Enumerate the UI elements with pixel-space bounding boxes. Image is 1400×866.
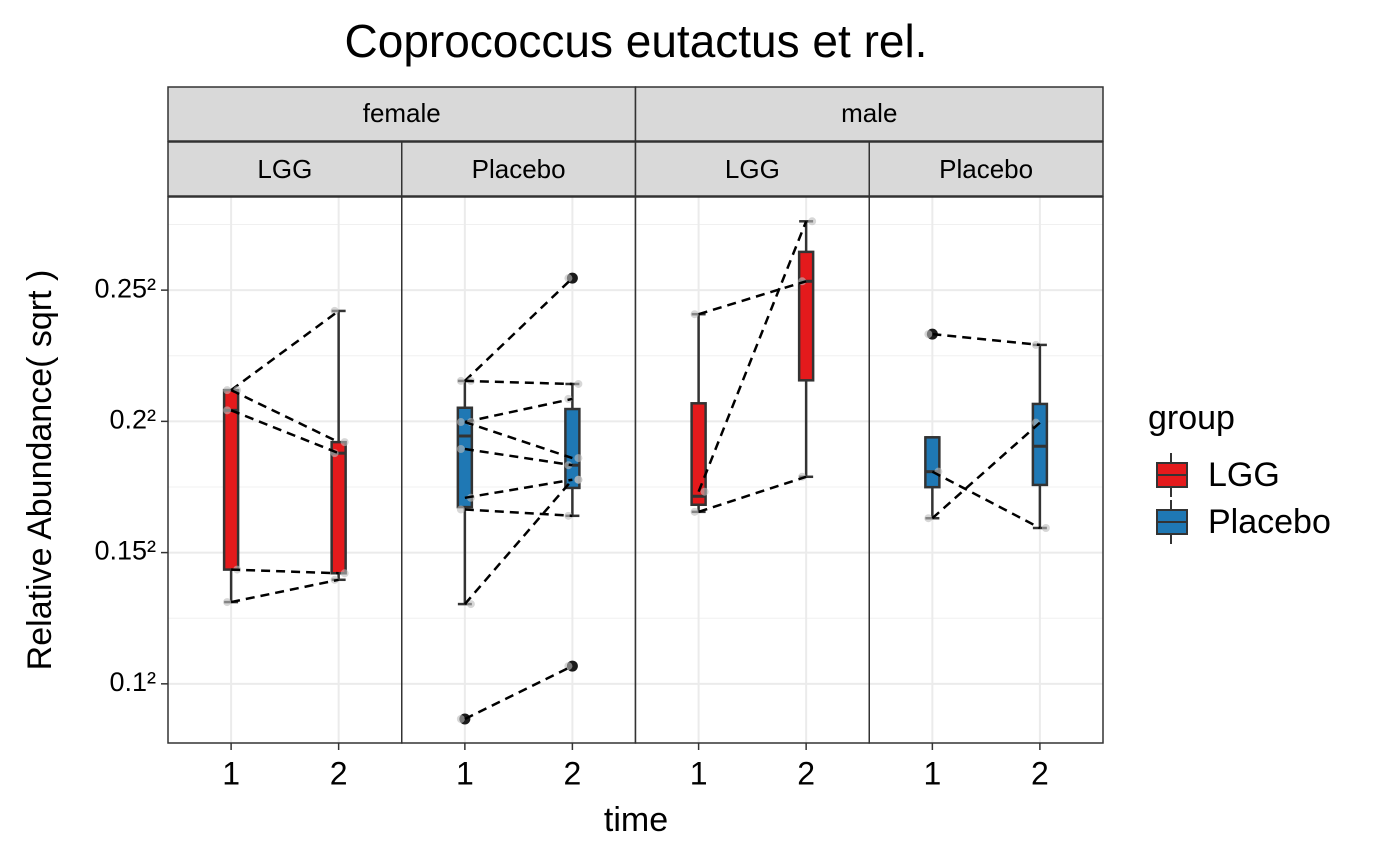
point: [564, 461, 573, 470]
point: [808, 217, 817, 226]
point: [564, 511, 573, 520]
pair-line: [464, 447, 573, 467]
facet-strip: [167, 86, 637, 142]
pair-line: [463, 478, 574, 605]
pair-line: [230, 389, 340, 444]
pair-line: [931, 421, 1041, 520]
y-tick-label: 0.25²: [94, 273, 156, 303]
point: [564, 274, 573, 283]
pair-line: [231, 568, 339, 575]
facet-label: male: [841, 98, 897, 128]
panel-background: [401, 197, 636, 743]
point: [456, 505, 465, 514]
point: [924, 330, 933, 339]
point: [330, 306, 339, 315]
pair-line: [697, 220, 808, 493]
point: [456, 444, 465, 453]
pair-line: [464, 397, 573, 424]
y-tick-label: 0.15²: [94, 536, 156, 566]
facet-strip: [167, 141, 403, 197]
point: [924, 514, 933, 523]
point: [340, 438, 349, 447]
point: [223, 386, 232, 395]
x-tick-label: 1: [690, 755, 708, 791]
point: [700, 487, 709, 496]
pair-line: [931, 470, 1041, 530]
legend-title: group: [1148, 399, 1235, 437]
box: [690, 402, 707, 507]
point: [456, 418, 465, 427]
facet-label: female: [363, 98, 441, 128]
x-tick-label: 2: [563, 755, 581, 791]
point: [456, 715, 465, 724]
pair-line: [230, 309, 340, 392]
facet-strip: [401, 141, 637, 197]
x-tick-label: 1: [923, 755, 941, 791]
point: [574, 379, 583, 388]
point: [1031, 340, 1040, 349]
point: [690, 507, 699, 516]
x-axis-title: time: [604, 801, 668, 839]
facet-strip: [634, 141, 870, 197]
box: [1031, 402, 1049, 487]
legend-label: LGG: [1208, 456, 1280, 494]
chart-title: Coprococcus eutactus et rel.: [345, 15, 928, 67]
x-tick-label: 1: [222, 755, 240, 791]
facet-strip: [634, 86, 1104, 142]
point: [223, 598, 232, 607]
facet-strip: [868, 141, 1104, 197]
box: [924, 436, 941, 489]
box: [330, 440, 347, 575]
facet-label: LGG: [257, 154, 312, 184]
box: [222, 388, 240, 571]
pair-line: [698, 475, 807, 514]
panel-background: [168, 197, 402, 743]
y-axis-title: Relative Abundance( sqrt ): [21, 270, 59, 671]
box: [797, 250, 815, 382]
x-tick-label: 2: [330, 755, 348, 791]
x-tick-label: 2: [1031, 755, 1049, 791]
pair-line: [464, 664, 573, 721]
panel-border: [868, 196, 1104, 744]
pair-line: [463, 277, 574, 382]
panel-background: [635, 197, 870, 743]
facet-label: LGG: [725, 154, 780, 184]
point: [574, 475, 583, 484]
pair-line: [464, 379, 573, 386]
point: [1041, 523, 1050, 532]
point: [466, 600, 475, 609]
point: [223, 406, 232, 415]
pair-line: [464, 478, 573, 500]
point: [456, 376, 465, 385]
legend-label: Placebo: [1208, 503, 1331, 541]
facet-label: Placebo: [472, 154, 566, 184]
pair-line: [698, 280, 807, 316]
y-tick-label: 0.2²: [109, 404, 156, 434]
box: [456, 406, 474, 509]
pair-line: [464, 420, 573, 460]
point: [690, 310, 699, 319]
pair-line: [932, 332, 1041, 347]
x-tick-label: 1: [456, 755, 474, 791]
panel-background: [869, 197, 1103, 743]
point: [340, 569, 349, 578]
facet-label: Placebo: [939, 154, 1033, 184]
pair-line: [230, 578, 339, 604]
pair-line: [464, 508, 573, 518]
x-tick-label: 2: [797, 755, 815, 791]
point: [574, 454, 583, 463]
y-tick-label: 0.1²: [109, 667, 156, 697]
pair-line: [230, 409, 340, 455]
